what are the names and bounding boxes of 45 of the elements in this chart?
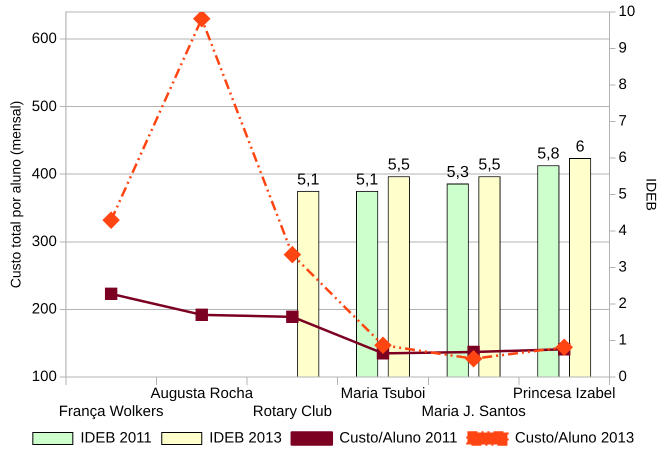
point (196, 308, 208, 322)
x-tick-label: Maria Tsuboi (340, 385, 426, 402)
y2-tick-label: 0 (618, 368, 627, 386)
point (194, 12, 210, 28)
y-tick-label: 400 (32, 165, 57, 182)
x-tick-label: França Wolkers (58, 403, 164, 420)
y2-tick-label: 5 (618, 186, 627, 203)
y-tick-label: 100 (32, 368, 57, 386)
x-tick-label: Rotary Club (252, 403, 332, 420)
data-label: 5,5 (388, 156, 410, 174)
y-tick-label: 600 (32, 30, 57, 48)
data-label: 5,3 (446, 164, 469, 181)
data-label: 5,5 (478, 156, 501, 174)
y-tick-label: 200 (32, 300, 57, 318)
point (286, 310, 299, 324)
x-tick-label: Maria J. Santos (421, 403, 526, 420)
data-label: 5,8 (537, 146, 560, 163)
legend-label: Custo/Aluno 2011 (339, 430, 458, 447)
legend-label: IDEB 2011 (80, 430, 152, 447)
legend-label: Custo/Aluno 2013 (514, 430, 634, 447)
y-tick-label: 500 (32, 98, 57, 115)
y2-tick-label: 3 (618, 258, 627, 276)
point (556, 339, 572, 356)
y-tick-label: 300 (32, 232, 57, 250)
y2-tick-label: 9 (618, 40, 627, 57)
y2-tick-label: 4 (618, 222, 627, 240)
point (284, 246, 301, 263)
point (104, 288, 118, 300)
y2-tick-label: 1 (618, 332, 627, 349)
y2-axis-title: IDEB (644, 178, 660, 211)
data-label: 5,1 (356, 171, 378, 188)
y2-tick-label: 2 (618, 295, 627, 312)
point (374, 336, 392, 354)
data-label: 6 (576, 138, 585, 156)
x-tick-label: Princesa Izabel (512, 385, 616, 402)
point (102, 212, 120, 228)
point (465, 350, 482, 367)
legend-label: IDEB 2013 (209, 430, 282, 447)
y2-tick-label: 10 (618, 3, 636, 20)
y2-tick-label: 6 (618, 149, 627, 166)
data-label: 5,1 (297, 171, 320, 188)
y2-tick-label: 7 (618, 112, 627, 130)
y2-tick-label: 8 (618, 76, 627, 94)
y-axis-title: Custo total por aluno (mensal) (7, 100, 24, 288)
x-tick-label: Augusta Rocha (150, 385, 254, 402)
